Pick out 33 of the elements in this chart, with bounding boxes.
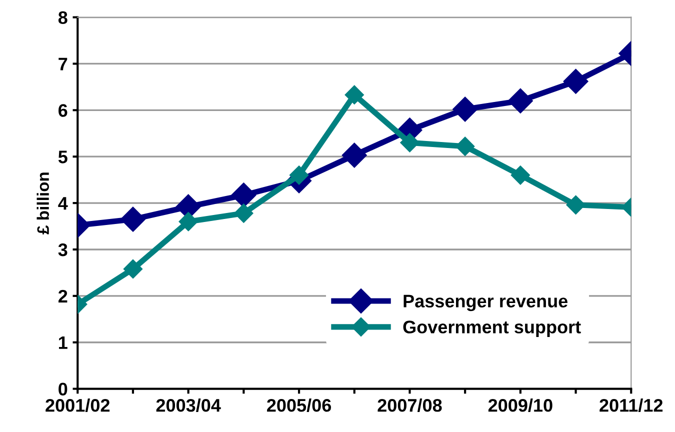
x-tick-label: 2009/10 <box>488 398 552 412</box>
y-tick-label: 7 <box>58 58 68 70</box>
x-tick-label: 2011/12 <box>600 398 663 412</box>
point <box>342 142 367 168</box>
point <box>178 212 198 232</box>
y-tick-label: 8 <box>58 11 68 24</box>
x-tick-label: 2001/02 <box>46 398 110 412</box>
point <box>400 133 420 152</box>
point <box>234 204 254 223</box>
point <box>231 182 256 208</box>
point <box>344 85 364 104</box>
point <box>289 166 309 185</box>
y-tick-label: 6 <box>58 104 68 117</box>
point <box>563 68 588 94</box>
point <box>452 96 478 122</box>
point <box>508 88 533 114</box>
point <box>566 195 586 214</box>
point <box>510 166 530 185</box>
y-tick-label: 1 <box>59 336 68 349</box>
point <box>123 259 143 279</box>
legend-label: Government support <box>403 320 581 337</box>
y-tick-label: 4 <box>58 197 68 210</box>
y-tick-label: 3 <box>58 243 68 256</box>
x-tick-label: 2005/06 <box>267 398 332 412</box>
point <box>456 136 475 156</box>
x-tick-label: 2007/08 <box>378 398 442 412</box>
legend-label: Passenger revenue <box>404 294 568 312</box>
y-axis-title: £ billion <box>36 172 50 234</box>
y-tick-label: 5 <box>58 150 68 164</box>
y-tick-label: 0 <box>58 382 68 396</box>
y-tick-label: 2 <box>58 290 68 302</box>
x-tick-label: 2003/04 <box>156 398 221 412</box>
point <box>120 206 146 232</box>
